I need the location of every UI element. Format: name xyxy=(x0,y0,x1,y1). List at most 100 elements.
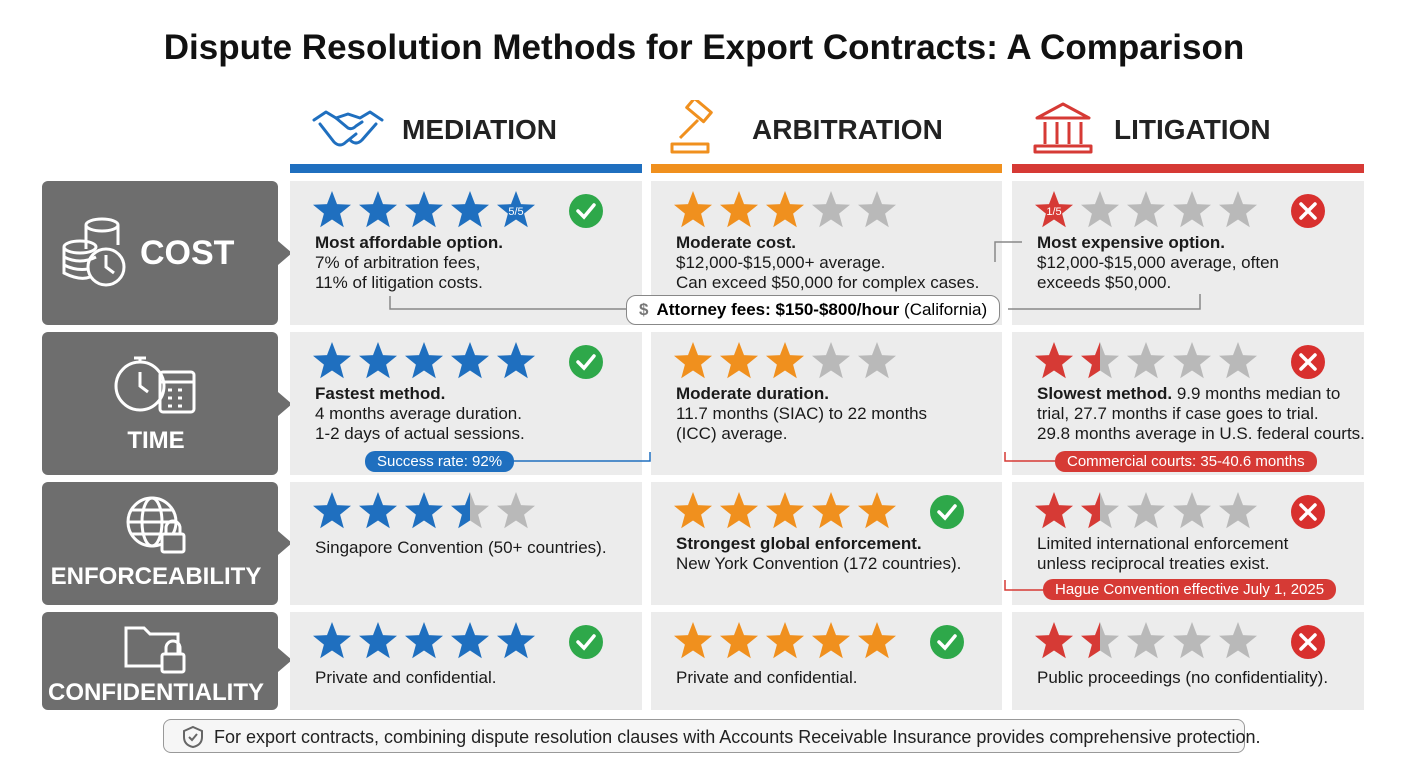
star-rating xyxy=(313,622,603,659)
star xyxy=(405,622,443,659)
status-mark xyxy=(576,634,596,651)
cell-text: Singapore Convention (50+ countries). xyxy=(315,538,607,558)
text-line: unless reciprocal treaties exist. xyxy=(1037,554,1288,574)
star xyxy=(1081,342,1119,379)
bold-text: Moderate cost. xyxy=(676,233,796,252)
star xyxy=(858,191,896,228)
cell-text: Slowest method. 9.9 months median to tria… xyxy=(1037,384,1365,444)
status-mark xyxy=(1299,503,1317,521)
text-line: Limited international enforcement xyxy=(1037,534,1288,554)
star xyxy=(497,342,535,379)
star xyxy=(812,622,850,659)
callout-box: $ Attorney fees: $150-$800/hour (Californ… xyxy=(626,295,1001,325)
cell-text: Moderate cost. $12,000-$15,000+ average. C… xyxy=(676,233,979,293)
star-rating xyxy=(313,342,603,379)
rating-label: 5/5 xyxy=(508,206,523,218)
star xyxy=(858,622,896,659)
column-bar xyxy=(1012,164,1364,173)
text-line: 29.8 months average in U.S. federal cour… xyxy=(1037,424,1365,444)
star xyxy=(674,191,712,228)
star xyxy=(405,342,443,379)
star xyxy=(451,342,489,379)
star xyxy=(720,342,758,379)
star xyxy=(812,492,850,529)
text: 9.9 months median to xyxy=(1176,384,1341,403)
row-label: TIME xyxy=(127,427,185,454)
shield-icon xyxy=(183,725,203,749)
text-line: Moderate cost. xyxy=(676,233,979,253)
status-mark xyxy=(1299,202,1317,220)
star xyxy=(359,191,397,228)
text: 7% of arbitration fees, xyxy=(315,253,481,272)
text: $12,000-$15,000+ average. xyxy=(676,253,886,272)
text: exceeds $50,000. xyxy=(1037,273,1172,292)
star-rating xyxy=(674,622,964,659)
text: trial, 27.7 months if case goes to trial… xyxy=(1037,404,1319,423)
star xyxy=(1127,492,1165,529)
globe-icon xyxy=(126,496,186,554)
star xyxy=(313,342,351,379)
text-line: Most expensive option. xyxy=(1037,233,1279,253)
row-panel xyxy=(42,612,278,710)
star xyxy=(313,492,351,529)
row-pointer xyxy=(278,648,292,672)
status-mark xyxy=(576,203,596,220)
star xyxy=(497,622,535,659)
status-mark xyxy=(1299,633,1317,651)
status-icon xyxy=(569,625,603,659)
status-mark xyxy=(937,504,957,521)
cell-text: Fastest method. 4 months average duration… xyxy=(315,384,525,444)
text: unless reciprocal treaties exist. xyxy=(1037,554,1270,573)
column-bar xyxy=(290,164,642,173)
star xyxy=(1035,191,1073,228)
text-line: Can exceed $50,000 for complex cases. xyxy=(676,273,979,293)
footer-text: For export contracts, combining dispute … xyxy=(214,727,1261,747)
text: Singapore Convention (50+ countries). xyxy=(315,538,607,557)
star xyxy=(451,191,489,228)
star xyxy=(359,342,397,379)
star-rating xyxy=(674,191,896,228)
star xyxy=(1173,342,1211,379)
star xyxy=(359,622,397,659)
text-line: Fastest method. xyxy=(315,384,525,404)
text: Public proceedings (no confidentiality). xyxy=(1037,668,1329,687)
footer-box: For export contracts, combining dispute … xyxy=(163,719,1261,753)
text-line: Singapore Convention (50+ countries). xyxy=(315,538,607,558)
star xyxy=(766,342,804,379)
text: (ICC) average. xyxy=(676,424,788,443)
cell-text: Limited international enforcement unless … xyxy=(1037,534,1288,574)
text: $12,000-$15,000 average, often xyxy=(1037,253,1279,272)
star xyxy=(674,342,712,379)
text-line: 11.7 months (SIAC) to 22 months xyxy=(676,404,927,424)
star xyxy=(766,191,804,228)
callout-text: (California) xyxy=(904,300,988,319)
status-icon xyxy=(569,345,603,379)
star xyxy=(1127,342,1165,379)
text-line: trial, 27.7 months if case goes to trial… xyxy=(1037,404,1365,424)
column-bar xyxy=(651,164,1002,173)
time-icon xyxy=(114,356,196,414)
text-line: Moderate duration. xyxy=(676,384,927,404)
cell-text: Moderate duration. 11.7 months (SIAC) to … xyxy=(676,384,927,444)
star xyxy=(451,622,489,659)
star-rating xyxy=(674,492,964,529)
dollar-icon: $ xyxy=(639,300,649,319)
bold-text: Most affordable option. xyxy=(315,233,503,252)
star-rating xyxy=(1035,342,1325,379)
cell-text: Public proceedings (no confidentiality). xyxy=(1037,668,1328,688)
star xyxy=(766,492,804,529)
callout-bold: Attorney fees: $150-$800/hour xyxy=(656,300,900,319)
star xyxy=(674,492,712,529)
star xyxy=(858,342,896,379)
star xyxy=(1081,191,1119,228)
bold-text: Moderate duration. xyxy=(676,384,830,403)
cost-icon xyxy=(62,217,126,287)
star xyxy=(405,492,443,529)
text: Can exceed $50,000 for complex cases. xyxy=(676,273,980,292)
text-line: Private and confidential. xyxy=(676,668,857,688)
column-name: LITIGATION xyxy=(1114,114,1271,145)
star xyxy=(812,191,850,228)
star xyxy=(497,191,535,228)
text-line: Private and confidential. xyxy=(315,668,496,688)
courthouse-icon xyxy=(1033,102,1093,154)
